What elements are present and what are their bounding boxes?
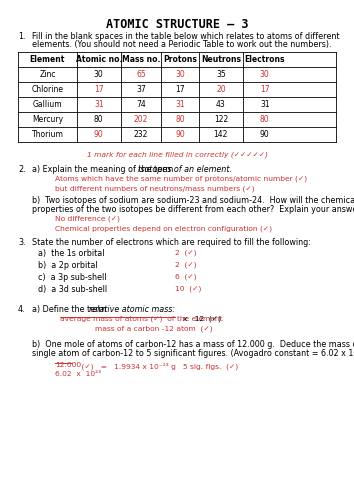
Text: single atom of carbon-12 to 5 significant figures. (Avogadro constant = 6.02 x 1: single atom of carbon-12 to 5 significan… [32, 349, 354, 358]
Text: 3.: 3. [18, 238, 25, 247]
Text: 80: 80 [260, 115, 270, 124]
Text: a) Explain the meaning of the term: a) Explain the meaning of the term [32, 165, 176, 174]
Text: 10  (✓): 10 (✓) [175, 285, 201, 292]
Text: 142: 142 [214, 130, 228, 139]
Text: d)  a 3d sub-shell: d) a 3d sub-shell [38, 285, 107, 294]
Text: properties of the two isotopes be different from each other?  Explain your answe: properties of the two isotopes be differ… [32, 205, 354, 214]
Text: x   12  (✓): x 12 (✓) [183, 316, 221, 322]
Text: 43: 43 [216, 100, 226, 109]
Text: 31: 31 [260, 100, 270, 109]
Text: 6.02  x  10²³: 6.02 x 10²³ [55, 371, 101, 377]
Text: 20: 20 [216, 85, 226, 94]
Text: 6  (✓): 6 (✓) [175, 273, 196, 280]
Text: Fill in the blank spaces in the table below which relates to atoms of different: Fill in the blank spaces in the table be… [32, 32, 339, 41]
Text: 17: 17 [260, 85, 270, 94]
Text: ATOMIC STRUCTURE – 3: ATOMIC STRUCTURE – 3 [106, 18, 248, 31]
Text: 202: 202 [134, 115, 148, 124]
Text: b)  a 2p orbital: b) a 2p orbital [38, 261, 98, 270]
Text: Chemical properties depend on electron configuration (✓): Chemical properties depend on electron c… [55, 225, 272, 232]
Text: 17: 17 [94, 85, 104, 94]
Text: State the number of electrons which are required to fill the following:: State the number of electrons which are … [32, 238, 311, 247]
Text: a) Define the term: a) Define the term [32, 305, 109, 314]
Text: 30: 30 [260, 70, 270, 79]
Text: Chlorine: Chlorine [32, 85, 63, 94]
Text: 2  (✓): 2 (✓) [175, 261, 196, 268]
Text: 37: 37 [136, 85, 146, 94]
Text: (✓)   =   1.9934 x 10⁻²³ g   5 sig. figs.  (✓): (✓) = 1.9934 x 10⁻²³ g 5 sig. figs. (✓) [72, 362, 238, 370]
Text: 17: 17 [175, 85, 185, 94]
Text: elements. (You should not need a Periodic Table to work out the numbers).: elements. (You should not need a Periodi… [32, 40, 331, 49]
Text: 2.: 2. [18, 165, 25, 174]
Text: Neutrons: Neutrons [201, 55, 241, 64]
Text: Atomic no.: Atomic no. [76, 55, 122, 64]
Text: c)  a 3p sub-shell: c) a 3p sub-shell [38, 273, 107, 282]
Text: 90: 90 [94, 130, 104, 139]
Text: b)  One mole of atoms of carbon-12 has a mass of 12.000 g.  Deduce the mass of a: b) One mole of atoms of carbon-12 has a … [32, 340, 354, 349]
Text: 80: 80 [94, 115, 104, 124]
Text: Protons: Protons [163, 55, 197, 64]
Text: 31: 31 [175, 100, 185, 109]
Text: Element: Element [30, 55, 65, 64]
Text: 4.: 4. [18, 305, 25, 314]
Text: 30: 30 [94, 70, 104, 79]
Text: Gallium: Gallium [33, 100, 62, 109]
Text: Mass no.: Mass no. [122, 55, 160, 64]
Text: 74: 74 [136, 100, 146, 109]
Text: 80: 80 [175, 115, 185, 124]
Text: 90: 90 [175, 130, 185, 139]
Text: relative atomic mass:: relative atomic mass: [89, 305, 176, 314]
Text: mass of a carbon -12 atom  (✓): mass of a carbon -12 atom (✓) [95, 325, 213, 332]
Text: but different numbers of neutrons/mass numbers (✓): but different numbers of neutrons/mass n… [55, 185, 255, 192]
Text: isotopes of an element.: isotopes of an element. [138, 165, 232, 174]
Text: 2  (✓): 2 (✓) [175, 249, 196, 256]
Text: No difference (✓): No difference (✓) [55, 216, 120, 222]
Text: 12.000: 12.000 [55, 362, 81, 368]
Text: Zinc: Zinc [39, 70, 56, 79]
Text: 1.: 1. [18, 32, 25, 41]
Text: 90: 90 [260, 130, 270, 139]
Text: average mass of atoms (✓)  of the element: average mass of atoms (✓) of the element [60, 316, 223, 322]
Text: Atoms which have the same number of protons/atomic number (✓): Atoms which have the same number of prot… [55, 176, 307, 182]
Text: Thorium: Thorium [32, 130, 63, 139]
Text: 1 mark for each line filled in correctly (✓✓✓✓✓): 1 mark for each line filled in correctly… [87, 151, 267, 158]
Text: 31: 31 [94, 100, 104, 109]
Text: 122: 122 [214, 115, 228, 124]
Text: Mercury: Mercury [32, 115, 63, 124]
Text: Electrons: Electrons [245, 55, 285, 64]
Text: 30: 30 [175, 70, 185, 79]
Text: 35: 35 [216, 70, 226, 79]
Text: b)  Two isotopes of sodium are sodium-23 and sodium-24.  How will the chemical: b) Two isotopes of sodium are sodium-23 … [32, 196, 354, 205]
Text: a)  the 1s orbital: a) the 1s orbital [38, 249, 104, 258]
Text: 65: 65 [136, 70, 146, 79]
Text: 232: 232 [134, 130, 148, 139]
